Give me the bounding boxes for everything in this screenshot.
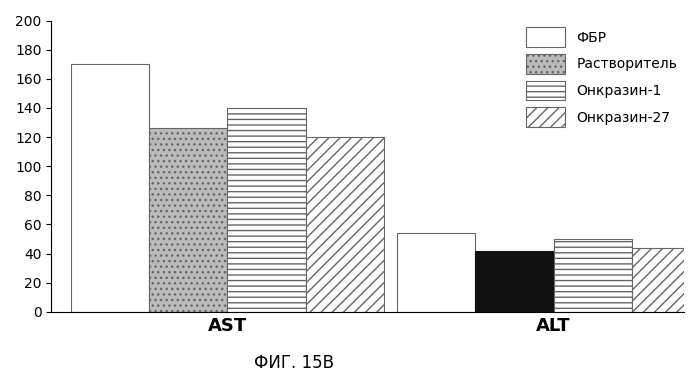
Bar xyxy=(397,233,475,312)
Legend: ФБР, Растворитель, Онкразин-1, Онкразин-27: ФБР, Растворитель, Онкразин-1, Онкразин-… xyxy=(526,28,677,127)
Bar xyxy=(475,251,554,312)
Bar xyxy=(305,137,384,312)
Bar xyxy=(149,128,227,312)
Bar xyxy=(71,64,149,312)
Bar xyxy=(632,248,699,312)
Bar xyxy=(554,239,632,312)
Text: ФИГ. 15В: ФИГ. 15В xyxy=(254,354,333,372)
Bar xyxy=(227,108,305,312)
